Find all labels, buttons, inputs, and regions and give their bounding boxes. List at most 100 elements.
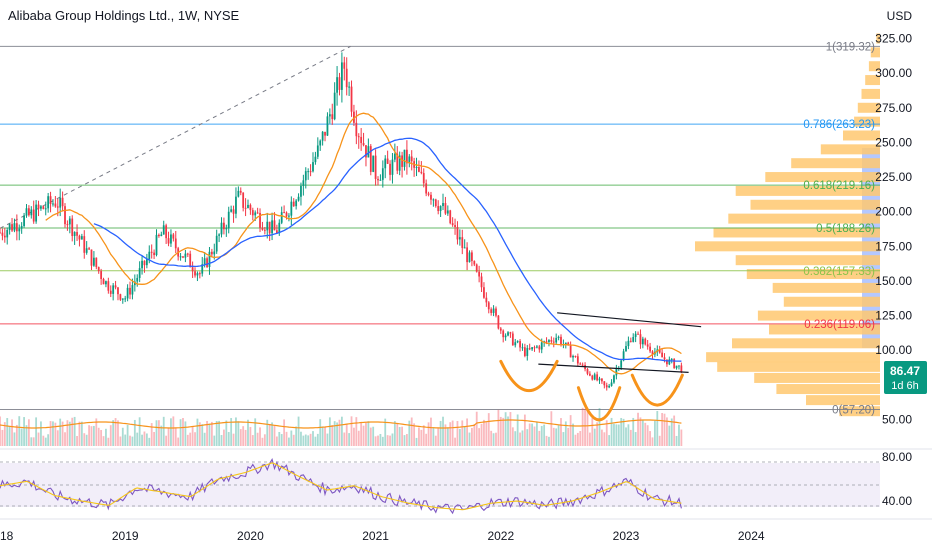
candle-body bbox=[666, 359, 668, 365]
candle-body bbox=[533, 347, 536, 349]
candle-body bbox=[73, 232, 76, 237]
last-price-tag-bg bbox=[884, 361, 927, 394]
last-price-tag: 86.47 1d 6h bbox=[884, 361, 927, 394]
candle-body bbox=[538, 346, 541, 350]
volume-bar bbox=[461, 420, 464, 446]
candle-body bbox=[138, 268, 141, 278]
volume-bar bbox=[478, 428, 481, 446]
volume-bar bbox=[126, 424, 129, 446]
candle-body bbox=[326, 116, 329, 136]
candle-body bbox=[191, 267, 194, 272]
volume-bar bbox=[588, 432, 591, 446]
vp-bin bbox=[839, 406, 880, 417]
grid bbox=[0, 448, 932, 520]
candle-body bbox=[153, 252, 155, 256]
candle-body bbox=[268, 221, 271, 234]
volume-bar bbox=[109, 425, 112, 446]
candle-body bbox=[451, 223, 454, 226]
volume-bar bbox=[523, 414, 526, 446]
candle-body bbox=[54, 203, 57, 207]
volume-bar bbox=[66, 420, 69, 446]
head-shoulders-pattern bbox=[499, 312, 702, 422]
candle-body bbox=[170, 234, 172, 244]
vp-bin bbox=[843, 130, 880, 141]
volume-bar bbox=[678, 424, 680, 446]
candle-body bbox=[591, 375, 594, 380]
candle-body bbox=[651, 351, 654, 355]
candle-body bbox=[545, 341, 548, 343]
candle-body bbox=[223, 222, 225, 230]
candle-body bbox=[572, 356, 574, 358]
candle-body bbox=[502, 330, 505, 338]
candle-body bbox=[309, 171, 312, 173]
volume-bar bbox=[261, 437, 264, 446]
candle-body bbox=[497, 315, 500, 329]
volume-bar bbox=[170, 418, 172, 446]
volume-bar bbox=[64, 432, 66, 446]
candle-body bbox=[145, 259, 148, 266]
candle-body bbox=[85, 248, 88, 253]
vp-bin bbox=[713, 227, 880, 238]
volume-bar bbox=[30, 437, 33, 446]
candle-body bbox=[598, 378, 601, 381]
vp-bin bbox=[854, 116, 880, 127]
volume-bar bbox=[182, 417, 184, 446]
candle-body bbox=[408, 156, 411, 164]
volume-bar bbox=[324, 426, 326, 446]
volume-bar bbox=[499, 416, 502, 446]
volume-bar bbox=[511, 427, 514, 446]
time-axis[interactable]: 2018 2019 2020 2021 2022 2023 2024 bbox=[0, 529, 765, 543]
volume-bar bbox=[288, 437, 290, 446]
vp-bin bbox=[754, 372, 880, 383]
volume-bar bbox=[223, 429, 225, 446]
candle-body bbox=[367, 146, 370, 158]
volume-bar bbox=[360, 422, 363, 446]
candle-body bbox=[143, 260, 146, 266]
candle-body bbox=[564, 342, 567, 345]
volume-bar bbox=[90, 426, 93, 446]
candle-body bbox=[256, 212, 259, 214]
volume-bar bbox=[562, 432, 565, 446]
volume-bar bbox=[536, 421, 538, 446]
candle-body bbox=[463, 247, 466, 249]
volume-bar bbox=[646, 425, 649, 446]
volume-bar bbox=[208, 423, 211, 446]
price-tick-label: 125.00 bbox=[875, 309, 912, 323]
candle-body bbox=[444, 203, 447, 214]
candle-body bbox=[6, 230, 9, 238]
vp-bin bbox=[791, 158, 880, 169]
candle-body bbox=[210, 251, 213, 255]
volume-bar bbox=[381, 436, 384, 446]
candle-body bbox=[552, 341, 555, 343]
candle-body bbox=[78, 235, 81, 240]
candle-body bbox=[285, 212, 288, 217]
volume-bar bbox=[466, 418, 468, 446]
candle-body bbox=[425, 183, 428, 194]
volume-bar bbox=[215, 420, 218, 446]
volume-bar bbox=[85, 434, 88, 446]
volume-bar bbox=[634, 432, 637, 446]
volume-bar bbox=[639, 417, 642, 446]
volume-bar bbox=[105, 428, 107, 446]
fib-label: 0.382(157.33) bbox=[803, 266, 875, 278]
candle-body bbox=[331, 114, 334, 120]
candle-body bbox=[93, 257, 95, 266]
volume-bar bbox=[191, 426, 194, 446]
volume-bar bbox=[138, 417, 141, 446]
volume-bar bbox=[13, 432, 16, 446]
volume-bar bbox=[605, 420, 608, 446]
price-axis[interactable]: 325.00 300.00 275.00 250.00 225.00 200.00 175.… bbox=[875, 32, 912, 509]
volume-bar bbox=[0, 416, 1, 446]
volume-bar bbox=[531, 423, 533, 446]
candle-body bbox=[379, 179, 382, 181]
candle-body bbox=[117, 287, 119, 295]
volume-bar bbox=[408, 420, 411, 446]
candle-body bbox=[509, 332, 512, 334]
volume-bar bbox=[198, 422, 201, 446]
volume-bar bbox=[543, 424, 546, 446]
volume-bar bbox=[533, 426, 536, 446]
volume-bar bbox=[314, 436, 317, 446]
time-tick-label: 2024 bbox=[738, 529, 765, 543]
candle-body bbox=[646, 344, 649, 347]
candle-body bbox=[249, 204, 252, 211]
